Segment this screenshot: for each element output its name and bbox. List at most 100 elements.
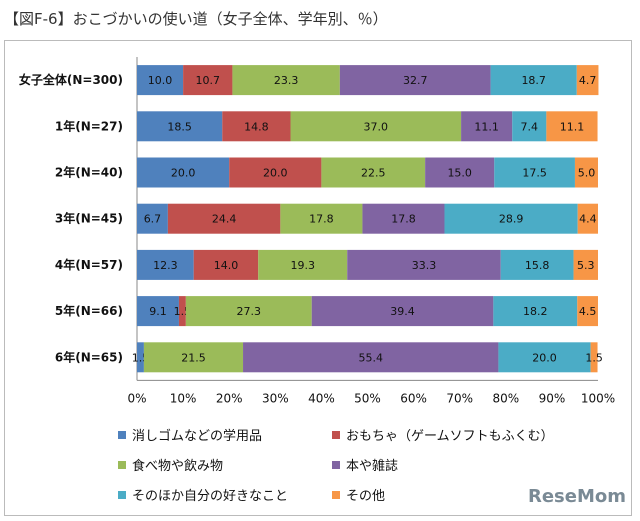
data-label: 10.0 [148,74,173,87]
category-label: 1年(N=27) [55,118,123,133]
data-label: 20.0 [171,167,196,180]
legend-swatch [118,490,126,499]
x-tick-label: 60% [400,391,427,405]
data-label: 20.0 [263,167,288,180]
data-label: 20.0 [532,351,557,364]
legend-swatch [118,460,126,469]
data-label: 39.4 [390,305,415,318]
legend-label: 本や雑誌 [346,459,399,474]
data-label: 28.9 [499,213,524,226]
data-label: 18.2 [523,305,548,318]
legend-label: 消しゴムなどの学用品 [132,429,263,444]
legend-item: 食べ物や飲み物 [118,455,223,474]
bar-segment [490,65,577,96]
category-label: 6年(N=65) [55,349,123,364]
data-label: 27.3 [237,305,262,318]
bar-segment [183,65,233,96]
bar-segment [493,296,578,327]
data-label: 12.3 [153,259,178,272]
legend-item: その他 [332,485,385,504]
category-label: 4年(N=57) [55,257,123,272]
x-tick-label: 0% [127,391,146,405]
x-tick-label: 10% [170,391,197,405]
bar-segment [362,203,445,234]
data-label: 17.8 [309,213,334,226]
legend-label: 食べ物や飲み物 [132,459,224,474]
data-label: 15.0 [447,167,472,180]
data-label: 6.7 [144,213,162,226]
bar-segment [143,342,244,373]
data-label: 18.7 [521,74,546,87]
bar-segment [577,203,598,234]
bar-segment [546,111,598,142]
bar-segment [222,111,291,142]
bar-segment [167,203,281,234]
x-tick-label: 40% [308,391,335,405]
bar-segment [280,203,363,234]
bar-segment [321,157,426,188]
legend-item: おもちゃ（ゲームソフトもふくむ） [332,425,554,444]
bar-segment [512,111,547,142]
bar-segment [339,65,491,96]
x-tick-label: 20% [216,391,243,405]
x-tick-label: 90% [539,391,566,405]
category-label: 女子全体(N=300) [19,72,123,87]
bar-segment [229,157,322,188]
category-label: 5年(N=66) [55,303,123,318]
data-label: 18.5 [167,120,192,133]
bar-segment [498,342,591,373]
x-tick-label: 80% [492,391,519,405]
bar-segment [444,203,578,234]
legend-label: その他 [346,489,386,504]
bar-segment [311,296,494,327]
bar-segment [258,249,348,280]
data-label: 7.4 [521,120,539,133]
bar-segment [193,249,259,280]
data-label: 14.0 [214,259,239,272]
legend-swatch [332,460,340,469]
bar-segment [500,249,574,280]
data-label: 10.7 [196,74,221,87]
bar-segment [137,342,144,373]
legend-label: おもちゃ（ゲームソフトもふくむ） [346,429,554,444]
x-tick-label: 70% [446,391,473,405]
bar-segment [461,111,513,142]
data-label: 5.0 [578,167,596,180]
legend-swatch [332,430,340,439]
data-label: 4.5 [579,305,597,318]
bar-segment [290,111,462,142]
bar-segment [574,157,598,188]
bar-segment [185,296,312,327]
bar-segment [576,65,599,96]
bar-segment [137,203,168,234]
bar-segment [137,157,230,188]
data-label: 17.5 [522,167,547,180]
x-tick-label: 30% [262,391,289,405]
data-label: 37.0 [364,120,389,133]
bar-segment [137,296,179,327]
data-label: 17.8 [391,213,416,226]
legend-swatch [118,430,126,439]
legend-swatch [332,490,340,499]
bar-segment [137,249,194,280]
data-label: 4.4 [579,213,597,226]
legend-label: そのほか自分の好きなこと [132,489,289,504]
data-label: 14.8 [244,120,269,133]
bar-segment [425,157,495,188]
data-label: 21.5 [181,351,206,364]
x-tick-label: 50% [354,391,381,405]
bar-segment [494,157,575,188]
data-label: 9.1 [149,305,167,318]
bar-segment [243,342,499,373]
legend-item: 本や雑誌 [332,455,398,474]
data-label: 23.3 [274,74,299,87]
legend-item: 消しゴムなどの学用品 [118,425,262,444]
data-label: 32.7 [403,74,428,87]
bar-segment [347,249,501,280]
data-label: 24.4 [212,213,237,226]
data-label: 33.3 [412,259,437,272]
bar-segment [137,111,223,142]
chart-title: 【図F-6】おこづかいの使い道（女子全体、学年別、％） [4,10,388,28]
chart-frame [4,40,632,516]
